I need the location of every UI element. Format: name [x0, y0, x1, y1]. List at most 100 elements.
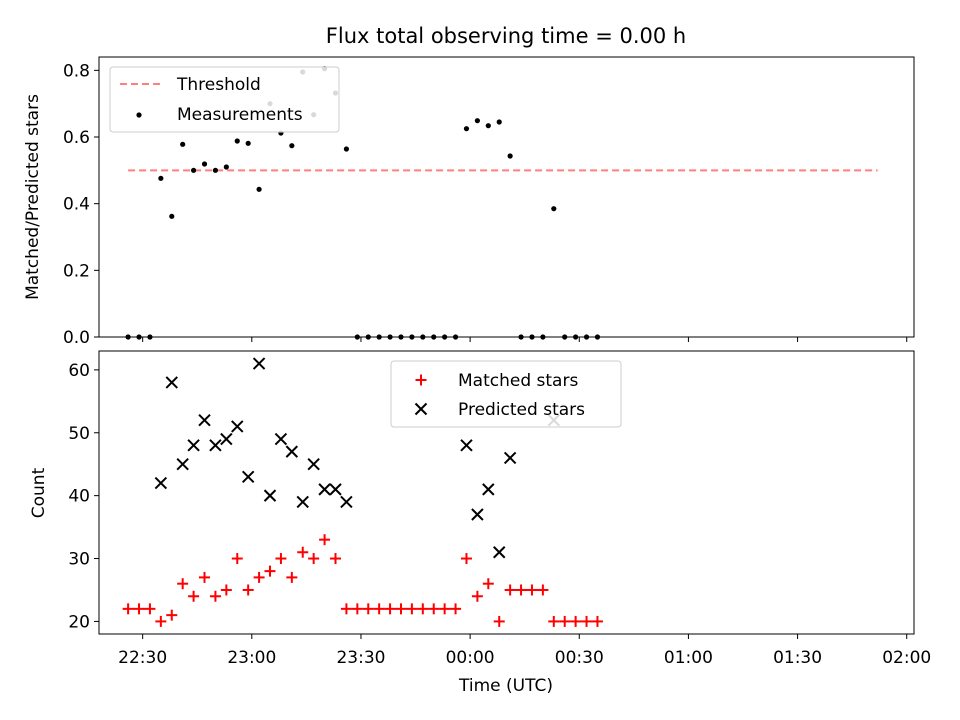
matched-point — [537, 584, 549, 596]
measurement-point — [245, 140, 251, 146]
matched-point — [493, 615, 505, 627]
predicted-point — [176, 457, 189, 471]
predicted-point — [209, 439, 222, 452]
matched-point — [373, 603, 385, 615]
legend-threshold-label: Threshold — [176, 75, 261, 95]
matched-point — [504, 584, 516, 596]
measurement-point — [551, 206, 557, 212]
matched-point — [166, 609, 178, 621]
predicted-point — [220, 432, 233, 446]
top-y-ticks: 0.0 0.2 0.4 0.6 0.8 — [63, 61, 99, 348]
legend-matched-swatch — [415, 374, 427, 386]
matched-point — [515, 584, 527, 596]
bottom-axes-frame — [98, 350, 915, 635]
x-axis-label: Time (UTC) — [458, 676, 553, 696]
measurement-point — [343, 146, 350, 152]
matched-point — [264, 565, 276, 577]
matched-point — [253, 571, 265, 583]
bottom-y-axis-label: Count — [29, 467, 49, 518]
predicted-point — [307, 457, 320, 471]
matched-point — [144, 603, 156, 615]
matched-point — [406, 603, 418, 615]
matched-point — [591, 615, 603, 627]
predicted-point — [285, 445, 299, 458]
predicted-point — [482, 483, 495, 496]
top-y-tick-label: 0.0 — [63, 328, 90, 348]
bottom-y-tick-label: 30 — [68, 550, 90, 570]
matched-point — [329, 553, 341, 565]
matched-point — [133, 603, 145, 615]
x-tick-label: 00:00 — [446, 648, 495, 668]
matched-point — [319, 534, 331, 546]
bottom-y-tick-label: 60 — [68, 361, 90, 381]
matched-point — [188, 590, 200, 602]
measurement-point — [485, 123, 491, 129]
measurement-point — [158, 175, 164, 181]
predicted-point — [263, 489, 277, 502]
top-axes-frame — [98, 56, 915, 338]
measurement-point — [212, 167, 219, 173]
matched-point — [471, 590, 483, 602]
matched-point — [581, 615, 593, 627]
bottom-legend: Matched stars Predicted stars — [390, 360, 622, 428]
measurement-point — [507, 153, 513, 159]
bottom-y-ticks: 20 30 40 50 60 — [68, 361, 99, 632]
matched-point — [242, 584, 254, 596]
predicted-point — [231, 420, 244, 433]
chart-title: Flux total observing time = 0.00 h — [326, 24, 686, 48]
matched-point — [362, 603, 374, 615]
top-legend-box — [109, 66, 340, 133]
top-y-tick-label: 0.4 — [63, 195, 90, 215]
legend-plus-marker — [415, 374, 427, 386]
matched-point — [384, 603, 396, 615]
x-tick-label: 22:30 — [118, 648, 167, 668]
top-x-tick-marks — [142, 337, 908, 342]
bottom-legend-box — [390, 360, 622, 428]
measurement-point — [289, 143, 295, 149]
predicted-point — [241, 470, 255, 483]
matched-point — [417, 603, 429, 615]
matched-point — [559, 615, 571, 627]
x-tick-label: 00:30 — [555, 648, 604, 668]
predicted-point — [252, 357, 266, 370]
matched-point — [439, 603, 451, 615]
predicted-point — [154, 476, 168, 490]
bottom-y-tick-label: 20 — [68, 612, 90, 632]
matched-point — [286, 571, 298, 583]
measurement-point — [201, 161, 208, 167]
matched-point — [155, 615, 167, 627]
top-y-axis-label: Matched/Predicted stars — [23, 94, 43, 300]
measurement-point — [180, 141, 186, 147]
matched-point — [395, 603, 407, 615]
matched-point — [297, 546, 309, 558]
measurement-point — [496, 119, 502, 125]
matched-point — [428, 603, 440, 615]
predicted-point — [460, 439, 473, 452]
top-y-tick-label: 0.6 — [63, 128, 90, 148]
x-tick-label: 23:00 — [227, 648, 276, 668]
predicted-point — [493, 546, 506, 559]
legend-predicted-label: Predicted stars — [458, 400, 585, 420]
top-y-tick-label: 0.2 — [63, 261, 90, 281]
predicted-point — [187, 439, 200, 452]
predicted-point — [198, 413, 211, 427]
count-points — [122, 357, 603, 627]
top-legend: Threshold Measurements — [109, 66, 340, 133]
x-tick-label: 01:30 — [773, 648, 822, 668]
predicted-point — [296, 495, 309, 509]
measurement-point — [223, 164, 229, 170]
matched-point — [122, 603, 134, 615]
matched-point — [460, 553, 472, 565]
matched-point — [209, 590, 221, 602]
legend-x-marker — [414, 402, 428, 416]
matched-point — [220, 584, 232, 596]
bottom-y-tick-label: 50 — [68, 424, 90, 444]
matched-point — [526, 584, 538, 596]
predicted-point — [274, 432, 288, 446]
predicted-point — [165, 376, 178, 389]
measurement-point — [169, 213, 175, 219]
matched-point — [199, 571, 211, 583]
matched-point — [482, 578, 494, 590]
legend-measurements-swatch — [136, 112, 142, 118]
